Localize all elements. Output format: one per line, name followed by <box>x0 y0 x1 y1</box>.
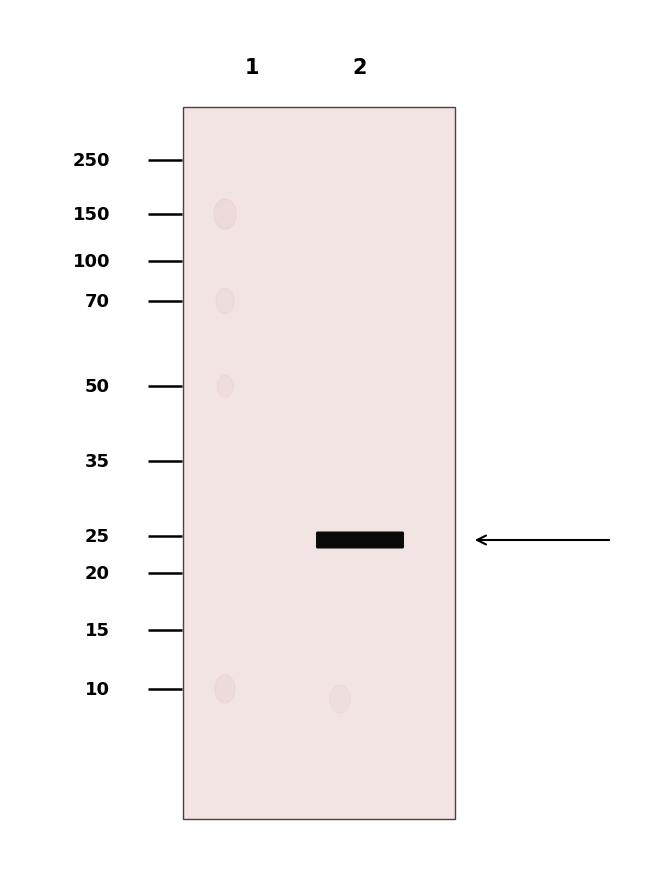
Text: 10: 10 <box>85 680 110 698</box>
Ellipse shape <box>216 289 234 314</box>
Text: 250: 250 <box>73 152 110 169</box>
Ellipse shape <box>217 375 233 397</box>
Text: 50: 50 <box>85 377 110 395</box>
Text: 15: 15 <box>85 621 110 640</box>
Ellipse shape <box>214 200 236 229</box>
Text: 150: 150 <box>73 206 110 223</box>
Text: 1: 1 <box>245 58 259 78</box>
Ellipse shape <box>215 675 235 703</box>
Text: 70: 70 <box>85 293 110 310</box>
Text: 100: 100 <box>73 253 110 270</box>
FancyBboxPatch shape <box>316 532 404 549</box>
Text: 35: 35 <box>85 453 110 470</box>
Text: 20: 20 <box>85 564 110 582</box>
Text: 25: 25 <box>85 527 110 546</box>
Text: 2: 2 <box>353 58 367 78</box>
FancyBboxPatch shape <box>183 108 455 819</box>
Ellipse shape <box>330 686 350 713</box>
